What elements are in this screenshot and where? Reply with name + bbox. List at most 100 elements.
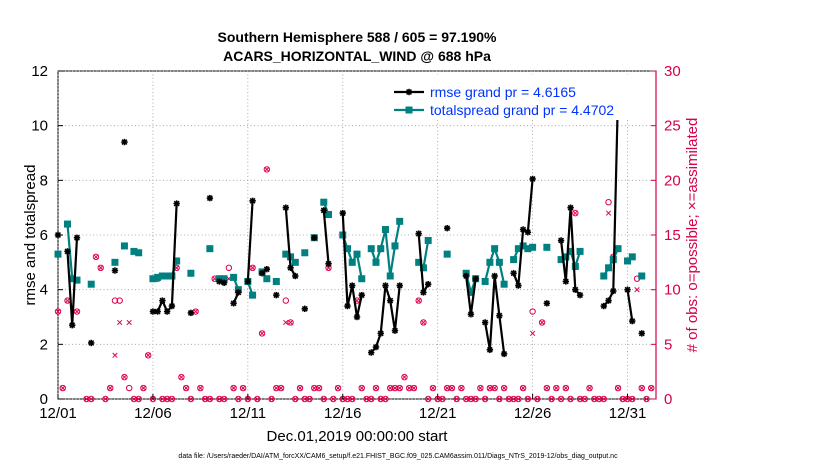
obs-assimilated-stroke bbox=[420, 319, 427, 326]
obs-assimilated-marker bbox=[249, 265, 256, 271]
obs-assimilated-stroke bbox=[117, 319, 123, 326]
obs-possible-marker bbox=[249, 264, 256, 271]
obs-assimilated-marker bbox=[454, 396, 460, 402]
spread-point bbox=[120, 242, 128, 250]
rmse-point bbox=[467, 311, 475, 318]
obs-assimilated-marker bbox=[88, 396, 94, 402]
rmse-point bbox=[610, 287, 617, 295]
rmse-point bbox=[349, 282, 356, 289]
obs-possible-marker bbox=[462, 395, 470, 403]
obs-assimilated-marker bbox=[159, 396, 166, 402]
obs-possible-marker bbox=[277, 384, 285, 392]
rmse-point bbox=[372, 343, 380, 351]
obs-possible-marker bbox=[581, 395, 589, 403]
y-tick-label: 8 bbox=[40, 172, 48, 189]
star-center bbox=[208, 196, 212, 200]
obs-possible-marker bbox=[121, 373, 128, 381]
spread-line-segment bbox=[602, 248, 620, 277]
spread-point bbox=[500, 280, 508, 288]
obs-possible-marker bbox=[263, 166, 271, 173]
spread-point bbox=[230, 273, 238, 281]
obs-possible-marker bbox=[481, 395, 489, 403]
obs-assimilated-marker bbox=[629, 396, 635, 402]
obs-assimilated-stroke bbox=[283, 319, 289, 326]
obs-possible-marker bbox=[572, 209, 579, 217]
star-center bbox=[312, 236, 316, 240]
star-center bbox=[526, 230, 530, 234]
spread-point bbox=[624, 257, 632, 265]
star-center bbox=[345, 304, 350, 308]
obs-assimilated-marker bbox=[615, 385, 621, 391]
star-center bbox=[625, 288, 630, 292]
obs-assimilated-stroke bbox=[406, 385, 412, 391]
obs-possible-marker bbox=[496, 395, 503, 403]
obs-possible-marker bbox=[410, 384, 418, 392]
obs-possible-marker bbox=[396, 384, 403, 392]
obs-possible-marker bbox=[605, 199, 612, 206]
obs-assimilated-stroke bbox=[525, 396, 531, 402]
star-center bbox=[284, 206, 288, 210]
obs-possible-marker bbox=[486, 384, 494, 392]
obs-possible-marker bbox=[107, 384, 114, 392]
obs-assimilated-marker bbox=[216, 396, 223, 402]
obs-assimilated-marker bbox=[506, 396, 512, 402]
obs-assimilated-stroke bbox=[164, 396, 170, 402]
obs-assimilated-marker bbox=[648, 385, 654, 391]
obs-assimilated-marker bbox=[74, 308, 80, 315]
star-center bbox=[151, 309, 155, 314]
star-center bbox=[326, 262, 331, 266]
obs-possible-marker bbox=[130, 395, 138, 403]
obs-possible-marker bbox=[648, 384, 655, 392]
obs-possible-marker bbox=[591, 395, 598, 403]
rmse-point bbox=[263, 265, 271, 273]
spread-point bbox=[543, 243, 551, 251]
rmse-point bbox=[258, 270, 266, 277]
obs-possible-marker bbox=[619, 395, 626, 403]
star-center bbox=[355, 315, 359, 319]
spread-point bbox=[87, 280, 95, 288]
obs-assimilated-marker bbox=[192, 308, 199, 315]
star-center bbox=[160, 299, 165, 303]
y2-tick-label: 30 bbox=[664, 63, 681, 80]
obs-assimilated-stroke bbox=[458, 385, 465, 391]
obs-assimilated-stroke bbox=[335, 385, 341, 391]
obs-possible-marker bbox=[344, 395, 351, 403]
obs-assimilated-stroke bbox=[477, 385, 484, 391]
star-center bbox=[122, 140, 127, 144]
obs-assimilated-marker bbox=[363, 396, 370, 402]
obs-possible-marker bbox=[92, 253, 100, 261]
y-tick-label: 12 bbox=[31, 63, 48, 80]
obs-assimilated-stroke bbox=[553, 385, 559, 391]
x-tick-label: 12/06 bbox=[134, 405, 172, 422]
rmse-line-segment bbox=[246, 200, 254, 282]
y2-tick-label: 0 bbox=[664, 391, 672, 408]
obs-assimilated-stroke bbox=[601, 396, 607, 402]
obs-assimilated-marker bbox=[487, 385, 493, 391]
obs-assimilated-marker bbox=[544, 385, 550, 391]
obs-assimilated-stroke bbox=[605, 210, 612, 216]
obs-assimilated-stroke bbox=[330, 396, 336, 402]
obs-assimilated-marker bbox=[297, 385, 303, 391]
obs-assimilated-stroke bbox=[169, 396, 175, 402]
obs-assimilated-marker bbox=[553, 385, 559, 391]
obs-assimilated-stroke bbox=[268, 396, 275, 402]
obs-assimilated-marker bbox=[397, 385, 403, 391]
obs-assimilated-marker bbox=[539, 319, 545, 326]
series-layer bbox=[54, 89, 646, 358]
star-center bbox=[521, 227, 525, 232]
star-center bbox=[407, 90, 411, 94]
obs-assimilated-marker bbox=[605, 210, 612, 216]
obs-assimilated-stroke bbox=[615, 385, 621, 391]
obs-assimilated-stroke bbox=[430, 385, 436, 391]
obs-assimilated-marker bbox=[482, 396, 488, 402]
star-center bbox=[497, 314, 501, 318]
obs-assimilated-marker bbox=[121, 374, 128, 380]
obs-assimilated-stroke bbox=[582, 396, 588, 402]
star-center bbox=[488, 348, 492, 352]
rmse-point bbox=[187, 309, 195, 317]
obs-possible-marker bbox=[372, 384, 380, 392]
star-center bbox=[222, 281, 226, 285]
obs-assimilated-stroke bbox=[74, 308, 80, 315]
obs-assimilated-stroke bbox=[425, 396, 431, 402]
obs-assimilated-marker bbox=[259, 330, 265, 337]
